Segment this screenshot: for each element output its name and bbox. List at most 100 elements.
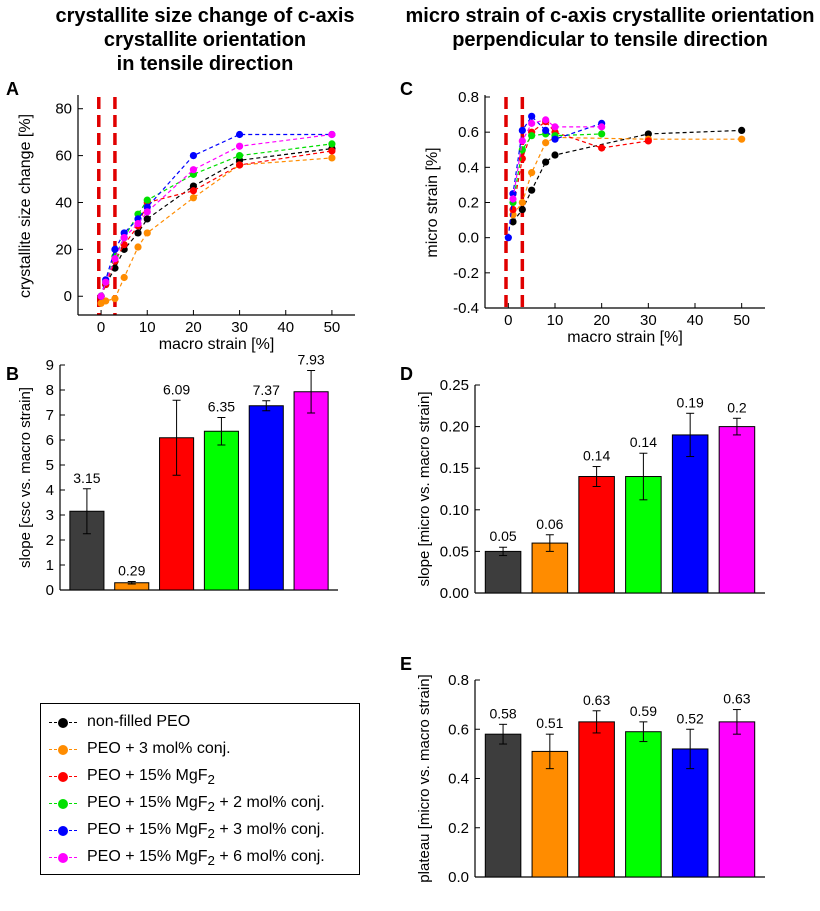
bar [671,748,709,878]
data-point [111,245,119,253]
legend-label: non-filled PEO [87,712,191,730]
data-point [518,205,526,214]
y-tick-label: 0 [64,288,72,305]
title-right: micro strain of c-axis crystallite orien… [400,4,820,52]
legend-swatch [49,745,77,755]
bar [293,391,329,591]
series-line [512,133,602,203]
data-point [111,264,119,272]
data-point [143,208,151,216]
title-left-line3: in tensile direction [116,53,294,75]
y-tick-label: 5 [46,457,54,474]
data-point [328,147,336,155]
y-tick-label: 0.15 [440,460,469,477]
bar [578,721,615,878]
y-tick-label: 0.2 [458,195,479,212]
data-point [143,215,151,223]
bar-value-label: 7.37 [253,382,280,398]
title-right-line2: perpendicular to tensile direction [452,29,768,51]
y-tick-label: 0.8 [458,89,479,106]
panel-d: D 0.00 0.05 0.10 0.15 0.20 0.25 slope [micro vs… [400,364,765,602]
data-point [328,140,336,148]
y-tick-label: -0.2 [453,265,479,282]
x-tick-label: 20 [185,319,202,336]
title-left-line1: crystallite size change of c-axis [55,5,355,27]
legend-item-4: PEO + 15% MgF2 + 2 mol% conj. [49,793,325,815]
x-tick-label: 10 [139,319,156,336]
y-tick-label: -0.4 [453,300,479,317]
data-point [235,152,244,160]
legend-swatch [49,853,77,863]
bar [203,430,239,591]
legend: non-filled PEO PEO + 3 mol% conj. PEO + … [40,703,360,875]
bar-value-label: 0.58 [489,705,516,721]
panel-e: E 0.0 0.2 0.4 0.6 0.8 plateau [micro vs. macro… [400,654,765,886]
panel-a: A 0 20 40 60 80 0 10 20 30 40 50 macro strain [%] cry… [6,79,355,353]
bar [248,405,284,591]
x-tick-label: 50 [324,319,341,336]
data-point [328,154,336,162]
bar-value-label: 6.09 [163,381,190,397]
y-tick-label: 3 [46,507,54,524]
data-point [528,112,536,120]
bar-value-label: 0.06 [536,516,563,532]
bar-value-label: 0.14 [583,448,610,464]
data-point [542,116,550,124]
data-point [189,187,198,195]
bar-value-label: 0.63 [723,691,750,707]
legend-item-1: non-filled PEO [49,712,190,734]
data-point [644,137,652,145]
x-tick-label: 40 [277,319,294,336]
data-point [504,234,512,242]
y-tick-label: 0.4 [448,771,469,788]
data-point [598,130,606,138]
y-tick-label: 0.6 [448,721,469,738]
y-axis-label: plateau [micro vs. macro strain] [416,674,433,882]
data-point [143,196,151,204]
y-tick-label: 40 [55,194,72,211]
data-point [134,219,142,228]
x-tick-label: 0 [504,312,512,329]
data-point [134,243,142,251]
y-axis-label: micro strain [%] [424,147,441,257]
data-point [509,190,517,198]
x-tick-label: 0 [97,319,105,336]
bar-value-label: 0.05 [489,528,516,544]
panel-letter: E [400,654,412,674]
legend-label: PEO + 15% MgF2 + 2 mol% conj. [87,793,325,815]
y-tick-label: 0.2 [448,820,469,837]
title-right-line1: micro strain of c-axis crystallite orien… [405,5,815,27]
data-point [738,126,746,135]
y-tick-label: 0.05 [440,543,469,560]
y-tick-label: 0.25 [440,377,469,394]
legend-label: PEO + 3 mol% conj. [87,739,231,757]
data-point [542,158,550,166]
bar-value-label: 0.59 [630,703,657,719]
y-tick-label: 60 [55,148,72,165]
data-point [189,166,198,174]
data-point [542,126,550,135]
y-tick-label: 8 [46,382,54,399]
bar-value-label: 7.93 [297,352,324,368]
data-point [120,234,128,242]
x-tick-label: 30 [231,319,248,336]
y-tick-label: 0 [46,582,54,599]
data-point [102,297,110,305]
legend-swatch [49,718,77,728]
y-tick-label: 1 [46,557,54,574]
y-tick-label: 0.00 [440,585,469,602]
data-point [518,198,526,207]
y-tick-label: 0.4 [458,159,479,176]
legend-item-5: PEO + 15% MgF2 + 3 mol% conj. [49,820,325,842]
panel-letter: D [400,364,413,384]
x-axis-label: macro strain [%] [567,329,683,346]
y-tick-label: 9 [46,357,54,374]
x-tick-label: 30 [640,312,657,329]
legend-label: PEO + 15% MgF2 [87,766,215,788]
title-left-line2: crystallite orientation [103,29,307,51]
y-tick-label: 7 [46,407,54,424]
y-tick-label: 2 [46,532,54,549]
bar-value-label: 0.14 [630,434,657,450]
y-tick-label: 0.0 [458,230,479,247]
